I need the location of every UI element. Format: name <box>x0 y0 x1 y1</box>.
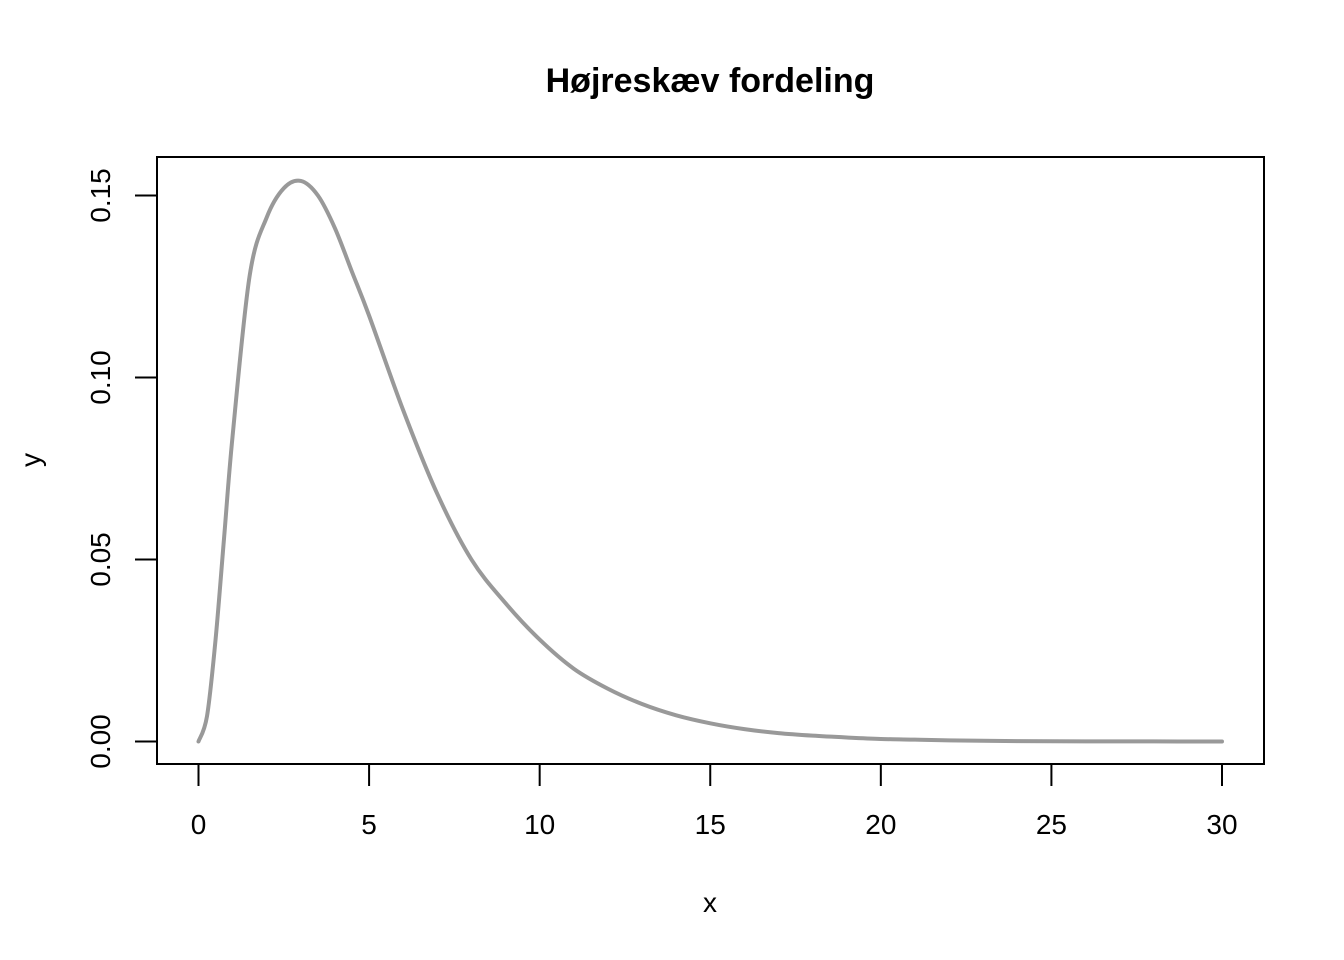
series-layer <box>196 178 1224 744</box>
x-axis: 0 5 10 15 20 25 30 <box>191 763 1238 840</box>
x-tick-label: 20 <box>865 809 896 840</box>
x-tick-label: 30 <box>1206 809 1237 840</box>
y-tick-label: 0.10 <box>85 350 116 405</box>
x-tick-label: 5 <box>361 809 377 840</box>
y-axis-label: y <box>15 453 46 467</box>
y-tick-label: 0.05 <box>85 532 116 587</box>
density-curve <box>196 178 1224 744</box>
y-tick-label: 0.15 <box>85 168 116 223</box>
chart-title: Højreskæv fordeling <box>546 62 875 100</box>
plot-frame <box>156 156 1265 765</box>
x-tick-label: 0 <box>191 809 207 840</box>
y-tick-label: 0.00 <box>85 714 116 769</box>
x-tick-label: 25 <box>1036 809 1067 840</box>
y-axis: 0.00 0.05 0.10 0.15 <box>85 168 158 769</box>
x-tick-label: 15 <box>695 809 726 840</box>
x-axis-label: x <box>703 887 717 918</box>
x-tick-label: 10 <box>524 809 555 840</box>
